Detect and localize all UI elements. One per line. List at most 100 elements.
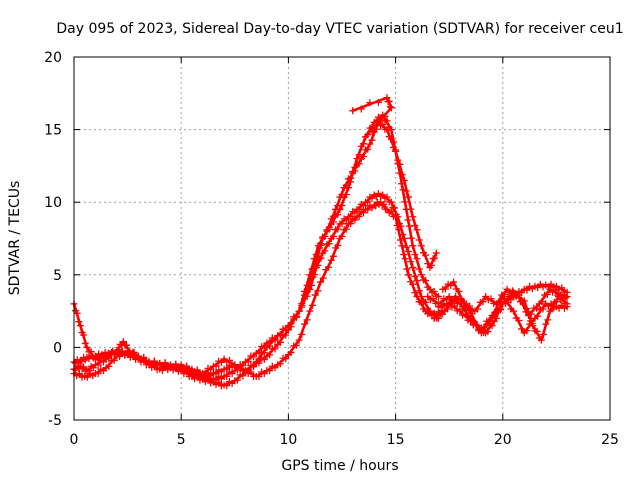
data-point xyxy=(392,147,400,155)
data-point xyxy=(542,320,550,328)
data-point xyxy=(295,336,303,344)
chart-title: Day 095 of 2023, Sidereal Day-to-day VTE… xyxy=(56,21,623,37)
data-point xyxy=(514,291,522,299)
data-point xyxy=(73,309,81,317)
data-point xyxy=(383,126,391,134)
data-point xyxy=(321,232,329,240)
data-point xyxy=(236,362,244,370)
data-point xyxy=(110,357,118,365)
data-point xyxy=(429,295,437,303)
plot-border xyxy=(73,56,611,421)
data-point xyxy=(434,293,442,301)
data-point xyxy=(212,370,220,378)
data-point xyxy=(396,236,404,244)
data-point xyxy=(467,317,475,325)
data-point xyxy=(119,338,127,346)
data-point xyxy=(433,314,441,322)
data-point xyxy=(94,370,102,378)
data-point xyxy=(392,213,400,221)
data-point xyxy=(400,235,408,242)
data-point xyxy=(295,307,303,315)
data-point xyxy=(387,208,395,216)
data-point xyxy=(540,330,548,338)
data-point xyxy=(325,223,333,231)
data-point xyxy=(355,160,363,168)
x-tick-label: 0 xyxy=(70,432,79,448)
data-point xyxy=(411,251,419,259)
data-point xyxy=(428,261,436,269)
data-point xyxy=(387,104,395,112)
data-point xyxy=(81,339,89,347)
data-point xyxy=(497,306,505,314)
data-point xyxy=(72,359,80,367)
data-point xyxy=(539,305,547,313)
data-point xyxy=(303,316,311,324)
data-point xyxy=(364,198,372,206)
data-point xyxy=(422,251,430,259)
data-point xyxy=(400,176,408,184)
data-point xyxy=(80,363,88,371)
y-tick-label: 10 xyxy=(44,195,62,211)
data-point xyxy=(534,312,542,320)
data-point xyxy=(437,304,445,312)
data-point xyxy=(317,240,325,248)
data-point xyxy=(244,357,252,365)
data-point xyxy=(338,191,346,199)
data-point xyxy=(547,300,555,308)
data-point xyxy=(487,295,495,303)
data-point xyxy=(325,263,333,271)
data-point xyxy=(83,343,91,351)
data-point xyxy=(244,366,252,374)
x-tick-label: 20 xyxy=(494,432,512,448)
data-point xyxy=(424,260,432,268)
series-line xyxy=(72,113,440,381)
data-point xyxy=(395,226,403,234)
data-point xyxy=(401,255,409,263)
data-point xyxy=(332,205,340,213)
data-point xyxy=(368,136,376,144)
data-point xyxy=(381,113,389,121)
data-point xyxy=(451,302,459,310)
axis-ticks: 0 5 10 15 20 25 -5 0 5 10 15 20 xyxy=(44,50,619,448)
data-point xyxy=(383,94,391,102)
data-point xyxy=(342,182,350,190)
data-point xyxy=(562,294,570,302)
data-point xyxy=(413,226,421,234)
data-point xyxy=(212,376,220,384)
data-point xyxy=(409,242,417,250)
x-tick-label: 10 xyxy=(279,432,297,448)
series-track-8 xyxy=(439,278,571,319)
data-point xyxy=(266,367,274,375)
data-point xyxy=(411,289,419,297)
data-point xyxy=(519,300,527,308)
data-point xyxy=(455,287,463,295)
data-point xyxy=(417,271,425,279)
data-point xyxy=(300,320,308,328)
data-point xyxy=(72,366,80,374)
data-point xyxy=(492,314,500,322)
data-point xyxy=(409,280,417,288)
data-point xyxy=(266,351,274,359)
data-point xyxy=(282,355,290,363)
data-point xyxy=(432,249,440,257)
data-point xyxy=(563,293,571,301)
data-point xyxy=(298,300,306,308)
data-point xyxy=(551,287,559,295)
data-point xyxy=(495,298,503,306)
data-point xyxy=(362,133,370,141)
data-point xyxy=(518,325,526,333)
data-point xyxy=(351,167,359,175)
data-point xyxy=(398,242,406,250)
data-point xyxy=(355,212,363,220)
data-point xyxy=(417,242,425,250)
data-point xyxy=(413,255,421,263)
data-point xyxy=(75,369,83,377)
data-point xyxy=(357,105,365,113)
plot-frame xyxy=(73,56,611,421)
data-point xyxy=(255,372,263,380)
data-point xyxy=(105,362,113,370)
data-point xyxy=(413,277,421,285)
data-point xyxy=(271,345,279,353)
data-point xyxy=(402,243,410,251)
